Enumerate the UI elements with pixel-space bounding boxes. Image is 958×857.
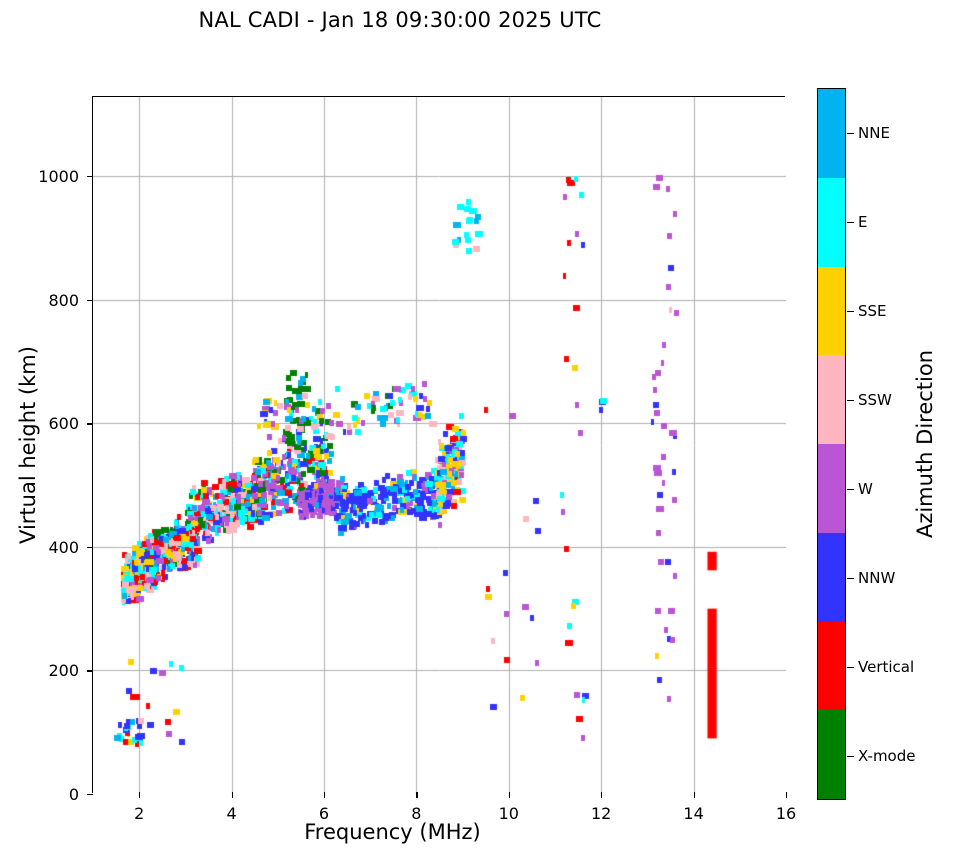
colorbar-segment-nnw bbox=[818, 532, 845, 622]
colorbar-label-w: W bbox=[858, 479, 873, 498]
y-tick-mark bbox=[87, 546, 93, 549]
x-tick-mark bbox=[693, 792, 695, 798]
y-tick-mark bbox=[87, 176, 93, 178]
colorbar-segment-sse bbox=[818, 266, 845, 356]
colorbar-tick bbox=[847, 132, 854, 134]
colorbar-segment-e bbox=[818, 177, 845, 267]
x-axis-label: Frequency (MHz) bbox=[304, 820, 481, 844]
y-tick-mark bbox=[87, 423, 93, 425]
colorbar-label-sse: SSE bbox=[858, 301, 887, 320]
y-axis-label-container: Virtual height (km) bbox=[16, 96, 40, 793]
colorbar-segment-x-mode bbox=[818, 710, 845, 799]
x-tick-label: 16 bbox=[775, 804, 797, 823]
x-tick-mark bbox=[416, 792, 418, 798]
y-tick-label: 600 bbox=[48, 414, 79, 434]
azimuth-colorbar bbox=[817, 88, 846, 800]
colorbar-segment-nne bbox=[818, 89, 845, 178]
x-tick-label: 2 bbox=[134, 804, 145, 823]
colorbar-title: Azimuth Direction bbox=[913, 349, 937, 539]
x-tick-label: 10 bbox=[498, 804, 519, 823]
colorbar-tick bbox=[847, 666, 854, 668]
ionogram-scatter-canvas bbox=[93, 97, 786, 794]
y-tick-mark bbox=[87, 299, 93, 301]
x-tick-label: 14 bbox=[683, 804, 704, 823]
colorbar-label-e: E bbox=[858, 212, 868, 231]
colorbar-tick bbox=[847, 755, 854, 757]
colorbar-tick bbox=[847, 221, 854, 223]
x-tick-mark bbox=[786, 792, 788, 798]
x-tick-mark bbox=[508, 792, 511, 798]
y-tick-label: 0 bbox=[68, 785, 79, 804]
y-tick-label: 200 bbox=[48, 661, 79, 681]
x-tick-mark bbox=[231, 792, 233, 798]
x-tick-label: 8 bbox=[411, 804, 422, 823]
colorbar-label-nnw: NNW bbox=[858, 568, 896, 587]
x-tick-label: 12 bbox=[591, 804, 612, 823]
y-tick-label: 800 bbox=[48, 290, 79, 310]
colorbar-tick bbox=[847, 310, 854, 312]
y-axis-label: Virtual height (km) bbox=[16, 345, 40, 544]
y-tick-mark bbox=[87, 794, 93, 796]
y-tick-label: 400 bbox=[48, 537, 79, 557]
colorbar-label-vertical: Vertical bbox=[858, 657, 915, 676]
plot-area: 0 200 400 600 800 1000 2 4 6 8 10 12 14 16 bbox=[38, 96, 796, 823]
colorbar-tick bbox=[847, 399, 854, 401]
x-tick-mark bbox=[601, 792, 603, 798]
colorbar-label-nne: NNE bbox=[858, 123, 890, 142]
x-tick-mark bbox=[324, 792, 326, 798]
x-tick-mark bbox=[139, 792, 141, 798]
colorbar-label-ssw: SSW bbox=[858, 390, 892, 409]
colorbar-segment-ssw bbox=[818, 355, 845, 444]
colorbar-segment-vertical bbox=[818, 621, 845, 711]
colorbar-segment-w bbox=[818, 444, 845, 533]
colorbar-label-x-mode: X-mode bbox=[858, 746, 916, 765]
page-title: NAL CADI - Jan 18 09:30:00 2025 UTC bbox=[198, 8, 602, 32]
y-tick-mark bbox=[87, 670, 93, 672]
x-tick-label: 6 bbox=[318, 804, 330, 823]
colorbar-tick bbox=[847, 577, 854, 579]
y-tick-label: 1000 bbox=[38, 167, 79, 187]
colorbar-tick bbox=[847, 488, 854, 490]
x-tick-label: 4 bbox=[226, 804, 237, 823]
